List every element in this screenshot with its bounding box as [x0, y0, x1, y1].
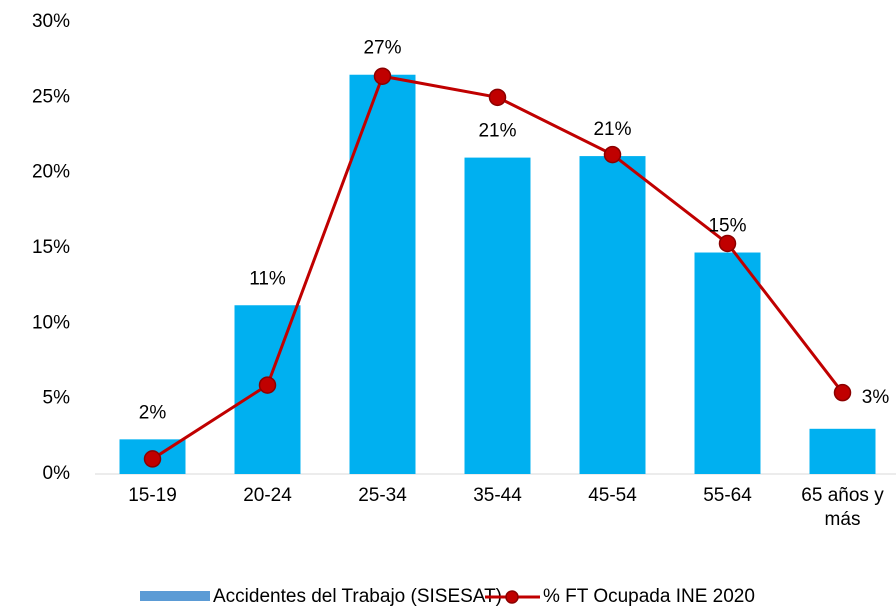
line-marker	[603, 145, 622, 164]
y-tick-label: 30%	[32, 11, 70, 32]
line-marker	[833, 383, 852, 402]
data-label: 27%	[363, 38, 401, 59]
data-label: 11%	[249, 268, 286, 289]
x-tick-label: 35-44	[473, 485, 522, 506]
x-tick-label: 55-64	[703, 485, 752, 506]
y-tick-label: 15%	[32, 237, 70, 258]
bar	[349, 74, 416, 474]
line-marker	[718, 234, 737, 253]
data-label: 15%	[708, 216, 746, 237]
legend-swatch	[140, 591, 210, 601]
y-tick-label: 0%	[43, 463, 71, 484]
y-tick-label: 10%	[32, 312, 70, 333]
legend-label: % FT Ocupada INE 2020	[543, 586, 755, 607]
x-tick-label: 45-54	[588, 485, 637, 506]
bar	[809, 428, 876, 474]
line-marker	[373, 67, 392, 85]
data-label: 2%	[139, 402, 167, 423]
data-label: 3%	[862, 387, 890, 408]
line-marker	[258, 376, 277, 394]
data-label: 21%	[593, 119, 631, 140]
legend-label: Accidentes del Trabajo (SISESAT)	[213, 586, 502, 607]
y-tick-label: 5%	[43, 388, 71, 409]
y-tick-label: 20%	[32, 162, 70, 183]
data-label: 21%	[478, 121, 516, 142]
bar	[579, 156, 646, 475]
legend-marker	[505, 590, 519, 604]
bar	[694, 252, 761, 474]
line-marker	[143, 450, 162, 468]
bar	[464, 157, 531, 474]
x-tick-label: 65 años y más	[801, 485, 884, 530]
x-tick-label: 25-34	[358, 485, 407, 506]
x-tick-label: 15-19	[128, 485, 177, 506]
line-marker	[488, 88, 507, 107]
y-tick-label: 25%	[32, 86, 70, 107]
x-tick-label: 20-24	[243, 485, 292, 506]
